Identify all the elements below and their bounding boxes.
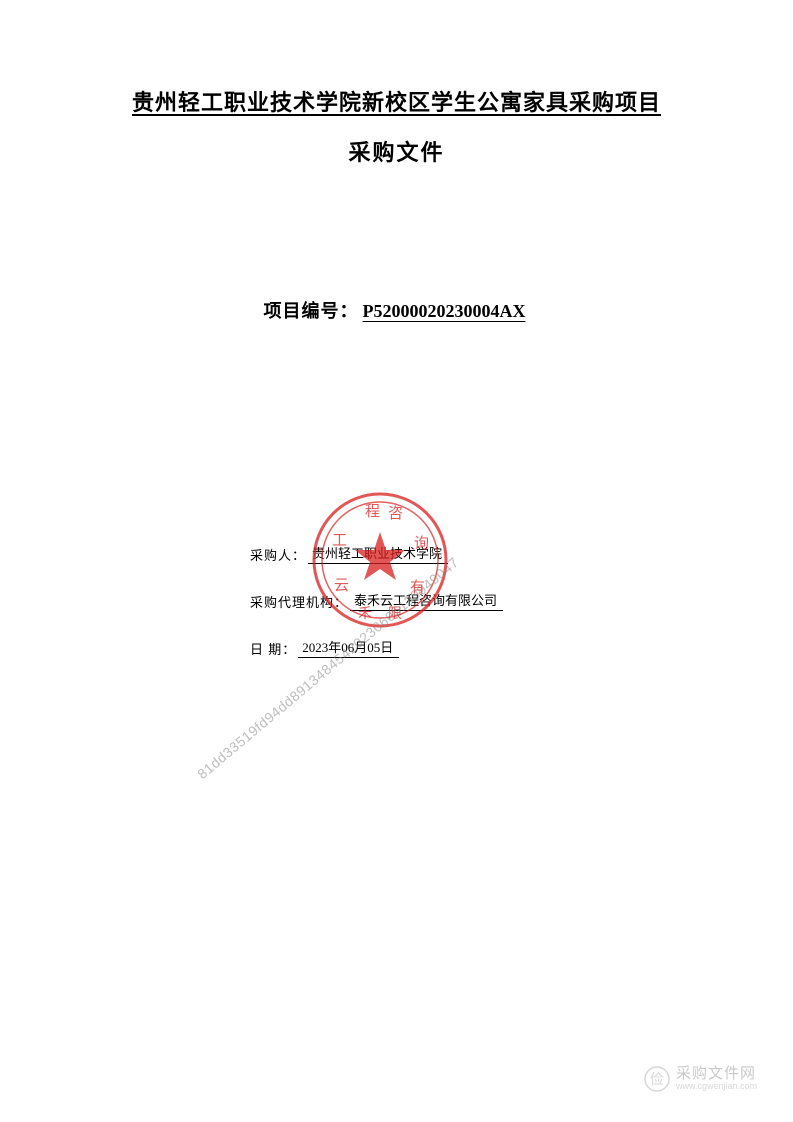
- agency-row: 采购代理机构： 泰禾云工程咨询有限公司: [250, 590, 713, 611]
- date-row: 日 期： 2023年06月05日: [250, 637, 713, 658]
- sub-title: 采购文件: [80, 135, 713, 167]
- seal-text-top2: 咨: [388, 505, 403, 522]
- purchaser-info-block: 采购人： 贵州轻工职业技术学院 采购代理机构： 泰禾云工程咨询有限公司 日 期：…: [250, 543, 713, 658]
- footer-brand-name: 采购文件网: [676, 1066, 757, 1083]
- project-number-value: P52000020230004AX: [359, 301, 530, 321]
- seal-text-top: 程: [365, 503, 380, 520]
- agency-label: 采购代理机构：: [250, 592, 348, 611]
- purchaser-row: 采购人： 贵州轻工职业技术学院: [250, 543, 713, 564]
- footer-logo-icon: 俭: [644, 1066, 670, 1092]
- purchaser-value: 贵州轻工职业技术学院: [308, 543, 448, 564]
- date-label: 日 期：: [250, 639, 296, 658]
- document-page: 贵州轻工职业技术学院新校区学生公寓家具采购项目 采购文件 项目编号：P52000…: [0, 0, 793, 1122]
- project-number-label: 项目编号：: [264, 301, 359, 321]
- main-title: 贵州轻工职业技术学院新校区学生公寓家具采购项目: [80, 85, 713, 117]
- footer-url: www.cgwenjian.com: [676, 1082, 757, 1092]
- footer-brand: 俭 采购文件网 www.cgwenjian.com: [644, 1066, 757, 1092]
- purchaser-label: 采购人：: [250, 545, 306, 564]
- project-number-row: 项目编号：P52000020230004AX: [80, 297, 713, 323]
- footer-text-block: 采购文件网 www.cgwenjian.com: [676, 1066, 757, 1092]
- svg-text:俭: 俭: [650, 1072, 664, 1088]
